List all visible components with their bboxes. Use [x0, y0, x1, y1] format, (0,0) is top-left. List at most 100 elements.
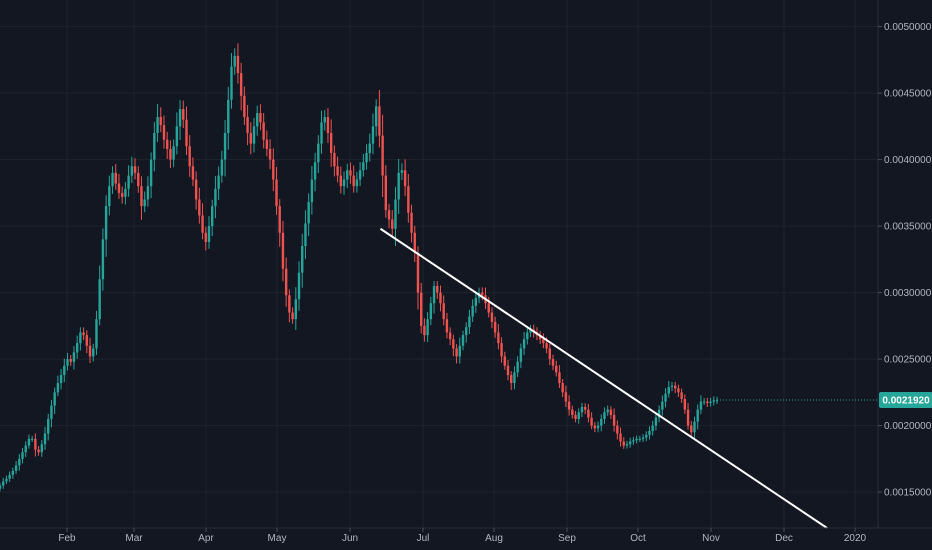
candle-body	[246, 117, 249, 133]
candle	[165, 131, 169, 159]
candle-body	[683, 398, 687, 410]
candle-body	[445, 319, 449, 333]
candle-body	[693, 421, 696, 433]
candle	[564, 385, 568, 407]
candle	[407, 173, 410, 223]
x-tick-label: Sep	[558, 533, 576, 544]
candle-body	[600, 418, 603, 426]
candle	[69, 355, 72, 366]
candle	[600, 414, 603, 432]
candle-body	[178, 109, 182, 127]
candle-body	[555, 365, 558, 373]
candle	[156, 103, 159, 142]
candle	[204, 226, 207, 251]
candle	[699, 395, 703, 415]
candle-body	[481, 292, 484, 296]
candle	[140, 176, 143, 220]
candle	[284, 257, 288, 307]
candle-body	[288, 295, 291, 313]
price-axis[interactable]: 0.0015000 0.0020000 0.0025000 0.0030000 0.00…	[878, 22, 932, 499]
candle	[243, 86, 246, 125]
candle-body	[11, 470, 15, 475]
candle	[712, 396, 715, 406]
candle-body	[593, 425, 597, 429]
candle	[256, 105, 259, 136]
trendline[interactable]	[379, 227, 828, 529]
candle	[702, 398, 706, 406]
candle	[419, 282, 423, 334]
candle-body	[596, 425, 600, 429]
candle-body	[59, 375, 63, 384]
candle-body	[220, 159, 224, 176]
candle-body	[310, 179, 314, 203]
candle	[262, 113, 265, 149]
candle-body	[53, 392, 56, 406]
candle-body	[384, 175, 388, 211]
candle-body	[538, 335, 542, 340]
candle-body	[191, 166, 195, 180]
candle	[616, 420, 619, 440]
candle	[291, 307, 294, 324]
candle	[635, 435, 638, 444]
candle-body	[391, 219, 394, 229]
candle-body	[452, 339, 455, 349]
candle	[387, 203, 391, 229]
candle	[227, 86, 230, 150]
candle-body	[355, 179, 359, 187]
candle-body	[278, 206, 281, 233]
candle	[207, 216, 211, 249]
candle-body	[98, 279, 101, 320]
candle-body	[628, 441, 632, 445]
candle	[667, 380, 670, 398]
candle-body	[529, 329, 532, 333]
candle	[403, 159, 407, 197]
candle	[236, 43, 240, 84]
candle	[281, 220, 285, 282]
candle	[442, 295, 445, 326]
candle-body	[104, 206, 108, 240]
x-tick-label: May	[268, 533, 287, 544]
candle-body	[625, 444, 629, 446]
candle	[11, 467, 15, 479]
candle	[500, 337, 503, 363]
time-axis[interactable]: Feb Mar Apr May Jun Jul Aug Sep Oct Nov Dec 2020	[58, 528, 867, 544]
candle-body	[522, 339, 526, 349]
candle-body	[198, 199, 201, 216]
candle-body	[75, 343, 79, 353]
candle-body	[365, 152, 368, 163]
candle-body	[635, 438, 638, 441]
candle-body	[14, 465, 18, 471]
candle	[365, 144, 368, 170]
candle-body	[352, 175, 355, 187]
candle	[85, 330, 89, 354]
candle	[313, 152, 317, 192]
y-tick-label: 0.0015000	[884, 488, 932, 499]
candle	[27, 434, 31, 449]
candle	[551, 354, 555, 371]
candle	[522, 332, 526, 356]
candle-body	[590, 417, 593, 426]
candle-body	[548, 348, 552, 360]
candle-body	[349, 170, 352, 176]
candle-body	[37, 449, 40, 453]
y-tick-label: 0.0040000	[884, 155, 932, 166]
candle	[124, 182, 127, 205]
candle	[75, 335, 79, 359]
candle-body	[47, 418, 50, 434]
candle-body	[571, 409, 574, 415]
candle	[686, 402, 690, 430]
candle	[272, 148, 275, 192]
candle-body	[30, 438, 34, 440]
candle	[583, 403, 587, 415]
candle-body	[85, 335, 89, 346]
candle-body	[243, 95, 246, 118]
candle	[178, 100, 182, 140]
candle-body	[474, 297, 478, 306]
candle	[249, 122, 252, 155]
candle-body	[307, 202, 310, 224]
candle	[66, 352, 69, 371]
candle	[233, 48, 236, 75]
candle	[593, 422, 597, 433]
